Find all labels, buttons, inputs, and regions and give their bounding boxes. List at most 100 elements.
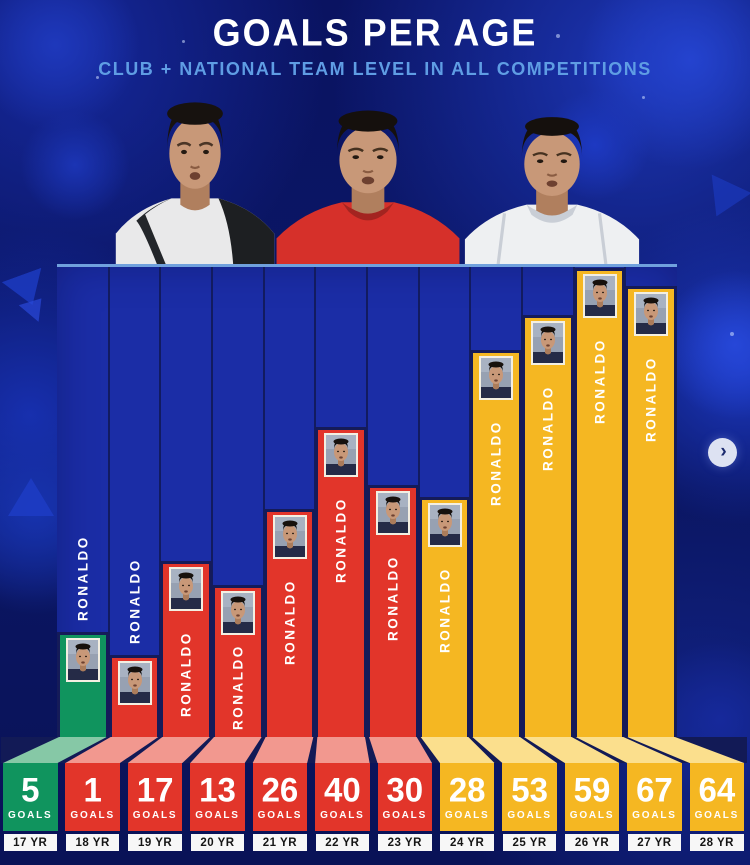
hero-photo-center (276, 110, 460, 264)
sparkle (730, 332, 734, 336)
bar-player-label-24yr: RONALDO (436, 567, 452, 653)
goals-unit-label: GOALS (320, 810, 365, 821)
page-title: GOALS PER AGE (212, 10, 538, 55)
bar-top-face (127, 737, 210, 763)
goals-value-18yr: 1 (83, 770, 102, 809)
age-label-27yr: 27 YR (627, 834, 682, 851)
age-label-26yr: 26 YR (565, 834, 619, 851)
goals-unit-label: GOALS (382, 810, 428, 821)
goals-block-26yr: 59 GOALS (564, 763, 620, 831)
bar-photo-19yr (169, 567, 204, 611)
balloon-decoration (540, 90, 650, 200)
goals-value-28yr: 64 (698, 770, 736, 809)
bar-top-face (420, 737, 495, 763)
bar-player-label-17yr: RONALDO (75, 535, 91, 621)
bar-28yr (625, 286, 677, 737)
goals-block-21yr: 26 GOALS (252, 763, 308, 831)
ronaldo-portrait-photo (584, 276, 615, 316)
bar-top-face (3, 737, 107, 763)
goals-block-28yr: 64 GOALS (689, 763, 745, 831)
goals-unit-label: GOALS (694, 810, 740, 821)
bar-3d-top-faces (1, 737, 747, 763)
bar-26yr (522, 315, 574, 737)
bar-player-label-25yr: RONALDO (488, 420, 504, 506)
goals-value-24yr: 28 (448, 770, 486, 809)
goals-value-25yr: 53 (511, 770, 548, 809)
bar-player-label-23yr: RONALDO (385, 555, 401, 641)
ronaldo-portrait-photo (326, 435, 357, 475)
sparkle (182, 40, 185, 43)
goals-block-25yr: 53 GOALS (502, 763, 557, 831)
hero-photo-right (464, 117, 640, 264)
bar-photo-23yr (375, 491, 410, 535)
bar-top-face (65, 737, 159, 763)
goals-value-19yr: 17 (136, 770, 174, 809)
ronaldo-portrait-photo (67, 640, 98, 680)
bar-photo-26yr (530, 321, 565, 365)
goals-value-27yr: 67 (636, 770, 673, 809)
bar-top-face (524, 737, 620, 763)
ronaldo-portrait-photo (119, 663, 150, 703)
ronaldo-portrait-photo (222, 593, 253, 633)
age-label-25yr: 25 YR (502, 834, 557, 851)
goals-block-19yr: 17 GOALS (127, 763, 183, 831)
bar-top-face (190, 737, 262, 763)
goals-unit-label: GOALS (70, 810, 115, 821)
balloon-decoration (20, 110, 130, 220)
bar-player-label-19yr: RONALDO (178, 631, 194, 717)
goals-unit-label: GOALS (444, 810, 490, 821)
bar-player-label-22yr: RONALDO (333, 497, 349, 583)
goals-unit-label: GOALS (195, 810, 240, 821)
ronaldo-portrait-photo (274, 517, 305, 557)
goals-block-24yr: 28 GOALS (439, 763, 495, 831)
next-arrow-button[interactable]: › (708, 438, 737, 467)
goals-block-22yr: 40 GOALS (315, 763, 370, 831)
bar-21yr (263, 509, 316, 737)
goals-block-23yr: 30 GOALS (377, 763, 433, 831)
goals-value-21yr: 26 (261, 770, 299, 809)
bar-player-label-18yr: RONALDO (126, 558, 142, 644)
age-label-28yr: 28 YR (690, 834, 744, 851)
bar-player-label-28yr: RONALDO (643, 356, 659, 442)
confetti-triangle (19, 290, 52, 322)
sparkle (96, 76, 99, 79)
age-label-21yr: 21 YR (253, 834, 307, 851)
age-label-19yr: 19 YR (128, 834, 182, 851)
goals-block-17yr: 5 GOALS (3, 763, 58, 831)
bar-top-face (369, 737, 433, 763)
bar-photo-27yr (582, 274, 617, 318)
hero-photo-left (115, 102, 275, 264)
confetti-triangle (2, 268, 52, 312)
bar-player-label-27yr: RONALDO (591, 338, 607, 424)
confetti-triangle (696, 174, 750, 225)
panel-column-divider (107, 267, 110, 737)
sparkle (642, 96, 645, 99)
bar-22yr (315, 427, 367, 737)
goals-value-22yr: 40 (323, 770, 361, 809)
sparkle (556, 34, 560, 38)
goals-unit-label: GOALS (257, 810, 303, 821)
panel-column-divider (211, 267, 213, 737)
bar-player-label-26yr: RONALDO (540, 385, 556, 471)
bar-player-label-20yr: RONALDO (230, 644, 246, 730)
goals-unit-label: GOALS (7, 810, 53, 821)
chevron-right-icon: › (720, 441, 727, 462)
bar-photo-21yr (272, 515, 307, 559)
bar-photo-22yr (324, 433, 359, 477)
goals-value-26yr: 59 (573, 770, 611, 809)
bar-photo-24yr (427, 503, 462, 547)
age-label-17yr: 17 YR (3, 834, 57, 851)
panel-column-divider (262, 267, 265, 737)
age-label-20yr: 20 YR (190, 834, 245, 851)
bar-top-face (627, 737, 745, 763)
goals-unit-label: GOALS (632, 810, 677, 821)
age-label-24yr: 24 YR (440, 834, 494, 851)
bar-top-face (315, 737, 370, 763)
chart-panel-top-edge (57, 264, 677, 267)
bar-photo-17yr (65, 638, 100, 682)
goals-unit-label: GOALS (569, 810, 615, 821)
ronaldo-portrait-photo (377, 493, 408, 533)
goals-block-27yr: 67 GOALS (627, 763, 682, 831)
bar-top-face (252, 737, 314, 763)
